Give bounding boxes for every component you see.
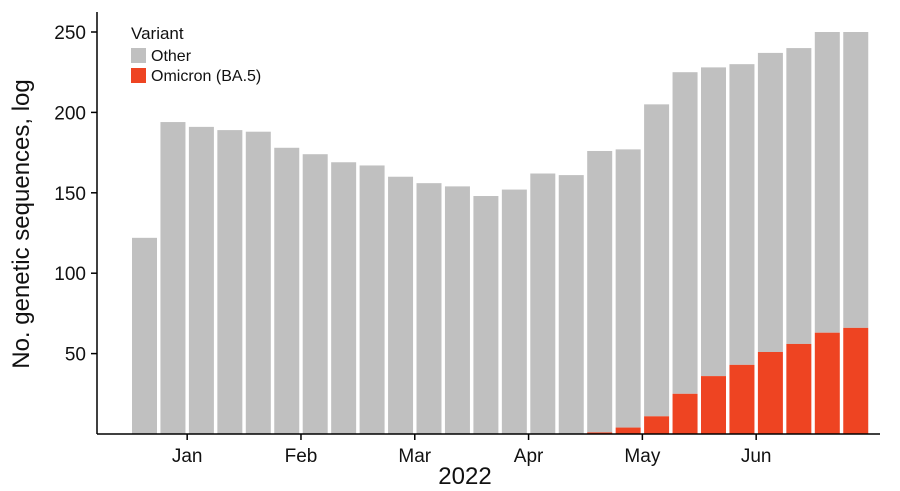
legend-title: Variant <box>131 24 184 43</box>
legend-swatch-omicron-ba5 <box>131 68 146 83</box>
bar-omicron-ba5-16 <box>587 432 613 434</box>
x-ticks-group: Jan Feb Mar Apr May Jun <box>172 434 772 467</box>
bar-other-14 <box>530 173 556 434</box>
bar-other-25 <box>843 32 869 328</box>
bar-other-16 <box>587 150 613 433</box>
bar-other-0 <box>132 237 157 434</box>
bar-other-2 <box>188 126 214 435</box>
x-tick-label-jun: Jun <box>741 446 772 467</box>
bar-omicron-ba5-24 <box>814 332 840 434</box>
y-tick-label-50: 50 <box>65 345 86 366</box>
y-tick-label-200: 200 <box>54 103 86 124</box>
legend-swatch-other <box>131 48 146 63</box>
bar-other-18 <box>644 104 670 417</box>
bar-omicron-ba5-23 <box>786 343 812 434</box>
bar-other-23 <box>786 48 812 344</box>
bar-other-5 <box>274 147 300 434</box>
bar-other-22 <box>757 52 783 352</box>
y-ticks-group: 50 100 150 200 250 <box>54 23 97 366</box>
x-tick-label-may: May <box>624 446 660 467</box>
legend-label-omicron-ba5: Omicron (BA.5) <box>151 68 261 85</box>
x-axis-title: 2022 <box>438 463 491 490</box>
bar-other-4 <box>245 131 271 434</box>
bar-other-8 <box>359 165 385 434</box>
bar-omicron-ba5-20 <box>701 376 726 434</box>
bar-other-11 <box>444 186 470 434</box>
x-tick-label-jan: Jan <box>172 446 203 467</box>
bar-omicron-ba5-25 <box>843 327 869 434</box>
bar-other-12 <box>473 196 499 434</box>
bar-omicron-ba5-18 <box>644 416 670 434</box>
bar-omicron-ba5-17 <box>615 427 641 434</box>
y-tick-label-250: 250 <box>54 23 86 44</box>
bar-other-20 <box>701 67 726 377</box>
x-tick-label-feb: Feb <box>285 446 318 467</box>
legend: Variant Other Omicron (BA.5) <box>131 24 261 85</box>
x-tick-label-mar: Mar <box>398 446 431 467</box>
y-tick-label-150: 150 <box>54 184 86 205</box>
bar-other-13 <box>501 189 527 434</box>
bar-omicron-ba5-19 <box>672 393 698 434</box>
y-tick-label-100: 100 <box>54 264 86 285</box>
bar-other-10 <box>416 183 442 434</box>
bar-other-3 <box>217 130 243 434</box>
bar-other-6 <box>302 154 328 434</box>
bar-other-15 <box>558 175 584 435</box>
bar-other-1 <box>160 122 186 435</box>
bar-other-24 <box>814 32 840 333</box>
legend-label-other: Other <box>151 48 192 65</box>
bar-other-7 <box>331 162 357 434</box>
bar-other-21 <box>729 64 755 365</box>
bar-other-9 <box>388 176 414 434</box>
bar-omicron-ba5-22 <box>757 351 783 434</box>
y-axis-title: No. genetic sequences, log <box>8 79 35 369</box>
bar-other-17 <box>615 149 641 428</box>
bar-omicron-ba5-21 <box>729 364 755 434</box>
bars-group <box>132 32 869 435</box>
x-tick-label-apr: Apr <box>514 446 544 467</box>
bar-other-19 <box>672 72 698 394</box>
